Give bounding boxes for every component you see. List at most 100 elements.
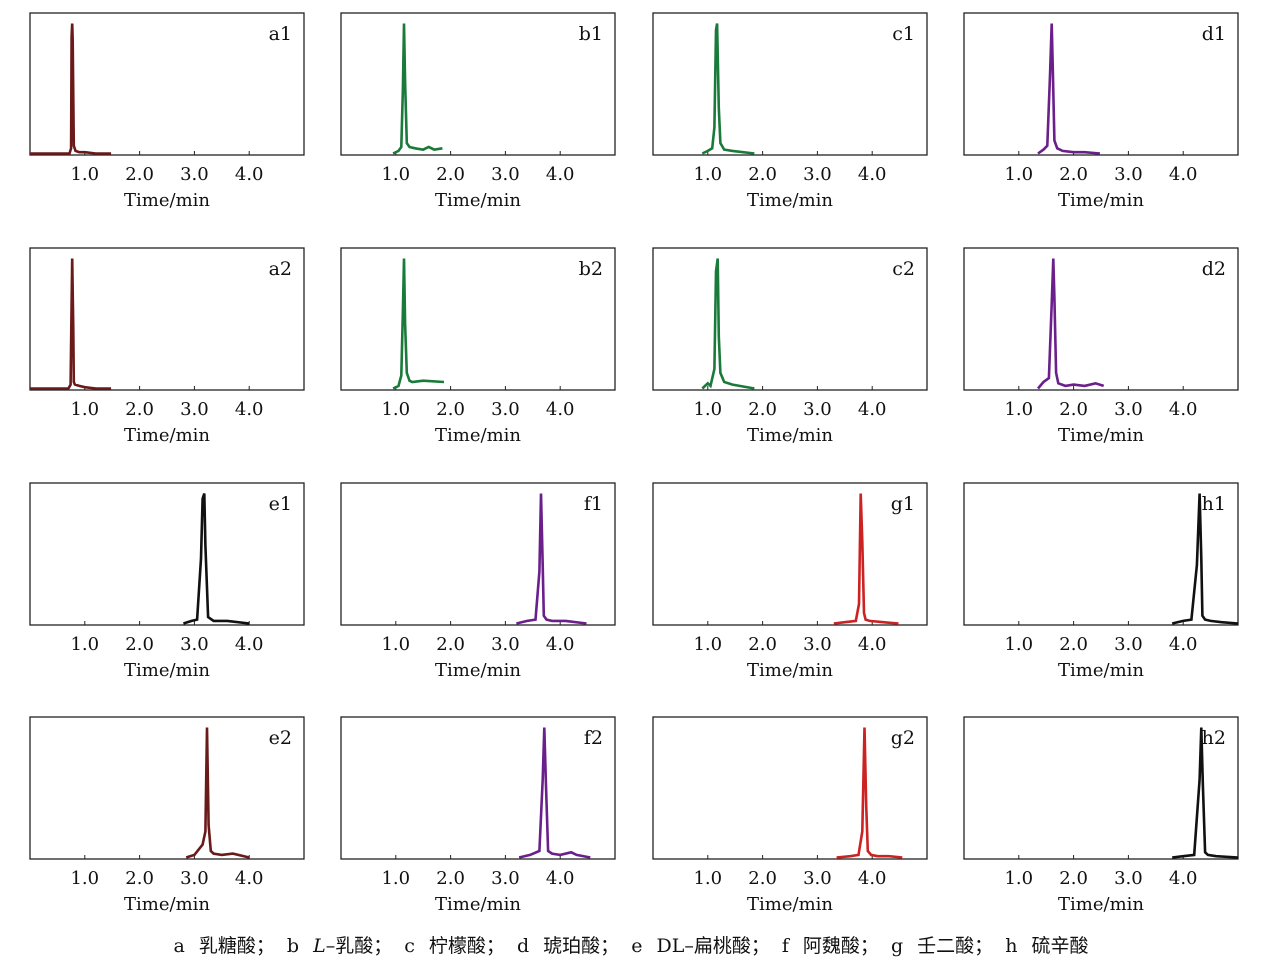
x-tick-label: 1.0 <box>1004 399 1033 420</box>
panel-label: a2 <box>269 258 292 280</box>
x-axis-label: Time/min <box>747 425 833 446</box>
x-tick-label: 1.0 <box>70 164 99 185</box>
x-tick-label: 1.0 <box>693 634 722 655</box>
x-tick-label: 3.0 <box>180 164 209 185</box>
x-tick-label: 1.0 <box>381 399 410 420</box>
x-tick-label: 1.0 <box>381 868 410 889</box>
x-tick-label: 1.0 <box>1004 634 1033 655</box>
x-axis-label: Time/min <box>1058 425 1144 446</box>
x-tick-label: 2.0 <box>125 399 154 420</box>
x-tick-label: 1.0 <box>70 634 99 655</box>
x-tick-label: 3.0 <box>491 164 520 185</box>
chart-panel-g1: 1.0 2.0 3.0 4.0 Time/min g1 <box>652 482 928 681</box>
x-tick-label: 1.0 <box>693 399 722 420</box>
x-axis-label: Time/min <box>1058 894 1144 915</box>
x-tick-label: 3.0 <box>180 868 209 889</box>
x-tick-label: 2.0 <box>125 164 154 185</box>
x-tick-label: 2.0 <box>1059 868 1088 889</box>
x-tick-label: 2.0 <box>1059 399 1088 420</box>
x-tick-label: 2.0 <box>125 868 154 889</box>
panel-label: h1 <box>1202 493 1226 515</box>
x-tick-label: 4.0 <box>1169 868 1198 889</box>
x-tick-label: 4.0 <box>235 164 264 185</box>
caption-item-h: h 硫辛酸 <box>1005 935 1089 957</box>
chromatogram-trace <box>185 727 250 859</box>
chromatogram-trace <box>516 493 587 625</box>
x-tick-label: 4.0 <box>1169 634 1198 655</box>
x-tick-label: 2.0 <box>436 399 465 420</box>
panel-frame <box>652 247 928 391</box>
chart-panel-e1: 1.0 2.0 3.0 4.0 Time/min e1 <box>29 482 305 681</box>
x-tick-label: 2.0 <box>748 399 777 420</box>
chromatogram-trace <box>701 23 755 155</box>
x-tick-label: 3.0 <box>491 399 520 420</box>
x-tick-label: 4.0 <box>546 164 575 185</box>
panel-frame <box>963 12 1239 156</box>
chart-panel-d2: 1.0 2.0 3.0 4.0 Time/min d2 <box>963 247 1239 446</box>
x-tick-label: 1.0 <box>1004 164 1033 185</box>
x-tick-label: 1.0 <box>381 634 410 655</box>
chart-panel-d1: 1.0 2.0 3.0 4.0 Time/min d1 <box>963 12 1239 211</box>
panel-label: b1 <box>579 23 603 45</box>
x-axis-label: Time/min <box>124 660 210 681</box>
panel-frame <box>340 482 616 626</box>
panel-frame <box>29 482 305 626</box>
chromatogram-trace <box>836 727 903 859</box>
x-axis-label: Time/min <box>1058 660 1144 681</box>
panel-frame <box>652 482 928 626</box>
chromatogram-trace <box>833 493 899 625</box>
x-tick-label: 3.0 <box>1114 634 1143 655</box>
chromatogram-trace <box>701 258 755 390</box>
x-tick-label: 1.0 <box>1004 868 1033 889</box>
x-tick-label: 4.0 <box>235 634 264 655</box>
panel-label: g2 <box>891 727 915 749</box>
x-axis-label: Time/min <box>747 190 833 211</box>
chart-panel-a2: 1.0 2.0 3.0 4.0 Time/min a2 <box>29 247 305 446</box>
panel-label: c1 <box>892 23 915 45</box>
x-axis-label: Time/min <box>124 425 210 446</box>
caption-item-f: f 阿魏酸； <box>781 935 879 957</box>
panel-label: g1 <box>891 493 915 515</box>
panel-frame <box>963 482 1239 626</box>
chart-panel-f1: 1.0 2.0 3.0 4.0 Time/min f1 <box>340 482 616 681</box>
panel-label: h2 <box>1202 727 1226 749</box>
panel-label: e2 <box>269 727 292 749</box>
x-tick-label: 1.0 <box>70 399 99 420</box>
panel-frame <box>340 12 616 156</box>
chromatogram-trace <box>30 258 112 390</box>
x-tick-label: 3.0 <box>1114 868 1143 889</box>
x-tick-label: 3.0 <box>180 399 209 420</box>
chromatogram-trace <box>1037 258 1105 390</box>
panel-label: a1 <box>269 23 292 45</box>
x-tick-label: 4.0 <box>858 634 887 655</box>
panel-frame <box>652 12 928 156</box>
panel-frame <box>963 247 1239 391</box>
x-tick-label: 3.0 <box>803 868 832 889</box>
figure-caption: a 乳糖酸； b L–乳酸； c 柠檬酸； d 琥珀酸； e DL–扁桃酸； f 阿魏酸； … <box>0 926 1268 966</box>
x-tick-label: 2.0 <box>125 634 154 655</box>
chart-panel-a1: 1.0 2.0 3.0 4.0 Time/min a1 <box>29 12 305 211</box>
chart-panel-c1: 1.0 2.0 3.0 4.0 Time/min c1 <box>652 12 928 211</box>
chromatogram-trace <box>1037 23 1101 155</box>
panel-frame <box>29 12 305 156</box>
x-tick-label: 2.0 <box>748 868 777 889</box>
x-tick-label: 3.0 <box>491 868 520 889</box>
chromatogram-trace <box>1171 493 1239 625</box>
x-tick-label: 1.0 <box>381 164 410 185</box>
x-tick-label: 2.0 <box>1059 164 1088 185</box>
panel-label: c2 <box>892 258 915 280</box>
x-tick-label: 3.0 <box>803 399 832 420</box>
x-tick-label: 2.0 <box>748 164 777 185</box>
panel-frame <box>340 716 616 860</box>
chromatogram-trace <box>1172 727 1239 859</box>
panel-frame <box>29 716 305 860</box>
x-tick-label: 3.0 <box>1114 399 1143 420</box>
caption-item-c: c 柠檬酸； <box>404 935 505 957</box>
x-axis-label: Time/min <box>435 894 521 915</box>
chart-panel-c2: 1.0 2.0 3.0 4.0 Time/min c2 <box>652 247 928 446</box>
x-axis-label: Time/min <box>435 425 521 446</box>
x-tick-label: 2.0 <box>436 868 465 889</box>
x-tick-label: 2.0 <box>436 164 465 185</box>
panel-frame <box>340 247 616 391</box>
x-tick-label: 4.0 <box>858 399 887 420</box>
